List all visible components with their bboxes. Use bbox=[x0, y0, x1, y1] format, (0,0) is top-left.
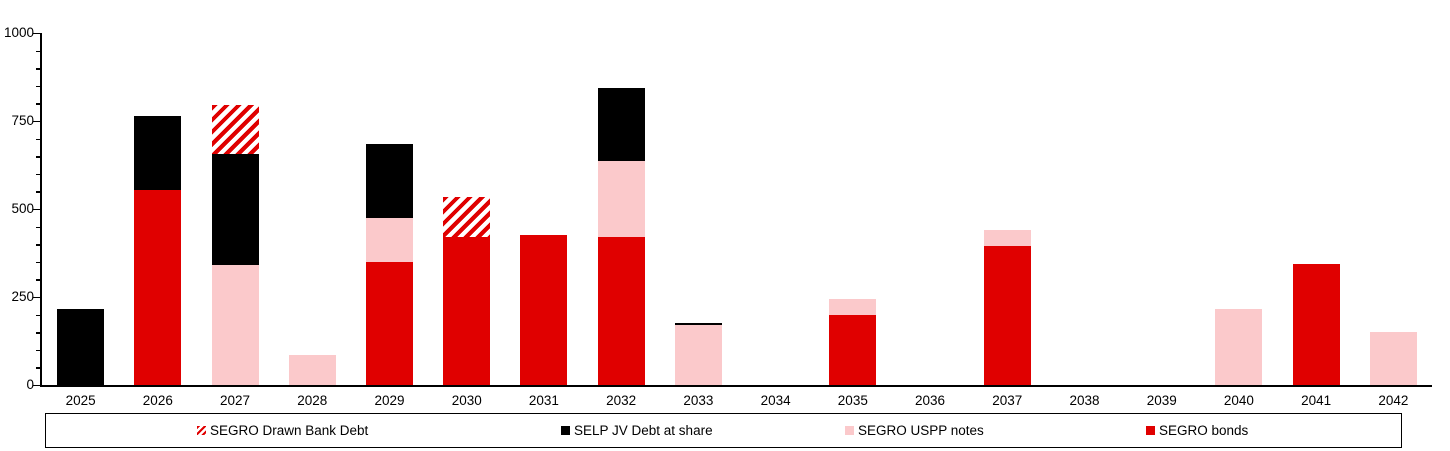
bar-segment-selp-jv-debt-at-share-2029 bbox=[366, 143, 413, 218]
legend-item-segro-uspp-notes: SEGRO USPP notes bbox=[845, 414, 984, 447]
legend: SEGRO Drawn Bank Debt SELP JV Debt at sha… bbox=[45, 413, 1402, 448]
legend-label: SEGRO bonds bbox=[1159, 423, 1249, 438]
legend-label: SEGRO USPP notes bbox=[858, 423, 984, 438]
bar-segment-segro-uspp-notes-2032 bbox=[597, 161, 645, 238]
y-major-tick bbox=[33, 209, 40, 211]
legend-swatch-icon bbox=[197, 426, 206, 435]
x-axis-label-2030: 2030 bbox=[451, 393, 482, 408]
legend-swatch-icon bbox=[1146, 426, 1155, 435]
bar-segment-selp-jv-debt-at-share-2032 bbox=[597, 87, 645, 162]
y-minor-tick bbox=[36, 226, 40, 228]
bar-segment-segro-uspp-notes-2035 bbox=[829, 298, 877, 315]
bar-segment-segro-uspp-notes-2042 bbox=[1369, 332, 1417, 385]
bar-segment-selp-jv-debt-at-share-2026 bbox=[134, 115, 182, 190]
y-minor-tick bbox=[36, 314, 40, 316]
y-major-tick bbox=[33, 33, 40, 35]
y-major-tick bbox=[33, 121, 40, 123]
y-major-tick bbox=[33, 297, 40, 299]
x-axis-label-2032: 2032 bbox=[606, 393, 637, 408]
bar-segment-segro-bonds-2035 bbox=[829, 314, 877, 385]
y-axis-line bbox=[40, 33, 42, 387]
y-minor-tick bbox=[36, 367, 40, 369]
bar-segment-segro-uspp-notes-2040 bbox=[1215, 309, 1263, 385]
x-axis-label-2027: 2027 bbox=[220, 393, 251, 408]
y-minor-tick bbox=[36, 85, 40, 88]
y-axis-tick-label: 500 bbox=[11, 201, 34, 216]
y-major-tick bbox=[33, 385, 40, 387]
x-axis-label-2028: 2028 bbox=[297, 393, 328, 408]
x-axis-label-2037: 2037 bbox=[992, 393, 1023, 408]
legend-item-selp-jv-debt-at-share: SELP JV Debt at share bbox=[561, 414, 713, 447]
y-minor-tick bbox=[36, 349, 40, 352]
bar-segment-segro-bonds-2037 bbox=[983, 245, 1031, 385]
x-axis-label-2031: 2031 bbox=[528, 393, 559, 408]
legend-item-segro-bonds: SEGRO bonds bbox=[1146, 414, 1248, 447]
x-axis-label-2042: 2042 bbox=[1378, 393, 1409, 408]
x-axis-label-2026: 2026 bbox=[142, 393, 173, 408]
legend-swatch-icon bbox=[845, 426, 854, 435]
bar-segment-segro-uspp-notes-2037 bbox=[983, 230, 1031, 246]
bar-segment-segro-bonds-2031 bbox=[520, 235, 568, 385]
bar-segment-segro-bonds-2026 bbox=[134, 189, 182, 385]
x-axis-line bbox=[40, 385, 1432, 387]
y-axis-tick-label: 250 bbox=[11, 289, 34, 304]
legend-label: SELP JV Debt at share bbox=[574, 423, 713, 438]
bar-segment-selp-jv-debt-at-share-2025 bbox=[57, 309, 105, 385]
y-axis-tick-label: 1000 bbox=[3, 25, 34, 40]
bar-segment-segro-uspp-notes-2027 bbox=[211, 265, 259, 385]
y-minor-tick bbox=[36, 50, 40, 52]
bar-segment-selp-jv-debt-at-share-2033 bbox=[674, 323, 722, 326]
x-axis-label-2033: 2033 bbox=[683, 393, 714, 408]
bar-segment-segro-bonds-2030 bbox=[443, 237, 491, 385]
x-axis-label-2039: 2039 bbox=[1146, 393, 1177, 408]
y-minor-tick bbox=[36, 332, 40, 334]
x-axis-label-2035: 2035 bbox=[837, 393, 868, 408]
x-axis-label-2036: 2036 bbox=[915, 393, 946, 408]
x-axis-label-2038: 2038 bbox=[1069, 393, 1100, 408]
y-minor-tick bbox=[36, 138, 40, 140]
legend-swatch-icon bbox=[561, 426, 570, 435]
bar-segment-segro-bonds-2032 bbox=[597, 237, 645, 385]
x-axis-label-2041: 2041 bbox=[1301, 393, 1332, 408]
bar-segment-segro-bonds-2041 bbox=[1292, 263, 1340, 385]
x-axis-label-2029: 2029 bbox=[374, 393, 405, 408]
y-minor-tick bbox=[36, 103, 40, 105]
y-minor-tick bbox=[36, 68, 40, 70]
bar-segment-segro-bonds-2029 bbox=[366, 261, 413, 385]
y-axis-tick-label: 750 bbox=[11, 113, 34, 128]
y-minor-tick bbox=[36, 156, 40, 158]
y-minor-tick bbox=[36, 173, 40, 176]
bar-segment-segro-uspp-notes-2028 bbox=[288, 355, 336, 385]
bar-segment-segro-uspp-notes-2033 bbox=[674, 325, 722, 385]
y-minor-tick bbox=[36, 261, 40, 264]
bar-segment-selp-jv-debt-at-share-2027 bbox=[211, 154, 259, 266]
y-minor-tick bbox=[36, 279, 40, 281]
legend-item-segro-drawn-bank-debt: SEGRO Drawn Bank Debt bbox=[197, 414, 368, 447]
legend-label: SEGRO Drawn Bank Debt bbox=[210, 423, 369, 438]
y-axis-tick-label: 0 bbox=[26, 377, 34, 392]
y-minor-tick bbox=[36, 244, 40, 246]
y-minor-tick bbox=[36, 191, 40, 193]
x-axis-label-2040: 2040 bbox=[1223, 393, 1254, 408]
bar-segment-segro-drawn-bank-debt-2027 bbox=[211, 105, 259, 155]
bar-segment-segro-drawn-bank-debt-2030 bbox=[443, 196, 491, 238]
bar-segment-segro-uspp-notes-2029 bbox=[366, 217, 413, 262]
x-axis-label-2034: 2034 bbox=[760, 393, 791, 408]
x-axis-label-2025: 2025 bbox=[65, 393, 96, 408]
